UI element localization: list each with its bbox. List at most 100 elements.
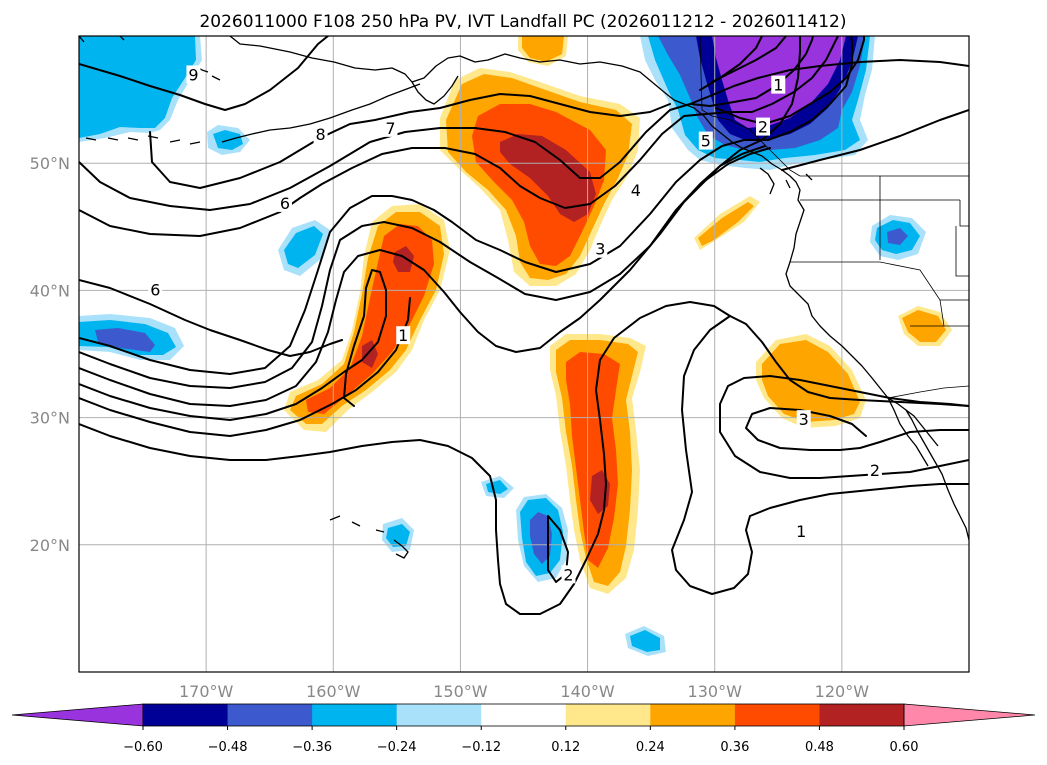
contour-labels: 9 8 7 6 6 5 4 3 2 1 1 3 2 1 2 bbox=[148, 65, 882, 584]
colorbar-segment bbox=[396, 704, 482, 726]
contour-gulf-alaska-9 bbox=[781, 109, 969, 171]
colorbar-segment bbox=[734, 704, 820, 726]
contour-label: 6 bbox=[150, 280, 160, 299]
pv-contours bbox=[79, 36, 969, 615]
contour-label-background bbox=[561, 565, 576, 584]
contour-gulf-alaska-1 bbox=[689, 59, 969, 105]
colorbar-tick-label: −0.12 bbox=[461, 740, 501, 755]
axis-tick-labels: 170°W 160°W 150°W 140°W 130°W 120°W 20°N 30°N 40… bbox=[30, 154, 870, 701]
negative-pv-mid-pacific-core bbox=[284, 226, 323, 268]
colorbar-tick-label: −0.60 bbox=[123, 740, 163, 755]
contour-label: 3 bbox=[799, 410, 809, 429]
lon-tick-label: 140°W bbox=[560, 682, 615, 701]
contour-1-east-loop bbox=[671, 315, 969, 595]
contour-1-south bbox=[79, 301, 731, 615]
contour-gulf-alaska-6 bbox=[705, 36, 801, 181]
contour-label-background bbox=[698, 131, 713, 150]
colorbar-segment bbox=[312, 704, 398, 726]
lon-tick-label: 170°W bbox=[179, 682, 234, 701]
coastlines bbox=[79, 36, 969, 559]
positive-pv-subtropical-140w-mid bbox=[566, 352, 620, 568]
negative-pv-subtropical-inner bbox=[530, 512, 552, 564]
political-borders bbox=[699, 36, 969, 399]
positive-pv-strip-132w-core bbox=[698, 202, 754, 246]
contour-gulf-alaska-8 bbox=[699, 36, 763, 91]
bering-coastline bbox=[79, 36, 221, 81]
colorbar-segment bbox=[227, 704, 313, 726]
hawaiian-islands bbox=[329, 515, 409, 559]
contour-1-subtropical-east bbox=[729, 315, 969, 407]
map-frame bbox=[78, 35, 970, 673]
contour-gulf-alaska-4 bbox=[715, 36, 865, 125]
figure-title: 2026011000 F108 250 hPa PV, IVT Landfall… bbox=[199, 12, 846, 32]
alaska-coastline bbox=[229, 36, 783, 171]
contour-label-background bbox=[277, 193, 292, 212]
contour-label: 6 bbox=[280, 194, 290, 213]
contour-1-west bbox=[79, 297, 411, 437]
lon-tick-label: 130°W bbox=[688, 682, 743, 701]
colorbar-segment bbox=[819, 704, 905, 726]
contour-label-background bbox=[796, 410, 811, 429]
contour-label-background bbox=[756, 117, 771, 136]
gridlines bbox=[79, 36, 969, 672]
contour-9 bbox=[79, 36, 329, 111]
lon-tick-label: 160°W bbox=[306, 682, 361, 701]
colorbar-tick-label: 0.36 bbox=[720, 740, 749, 755]
contour-label-background bbox=[148, 280, 163, 299]
positive-pv-ridge-trough-peak bbox=[500, 134, 596, 222]
colorbar: −0.60 −0.48 −0.36 −0.24 −0.12 0.12 0.24 0.36 0.4… bbox=[11, 703, 1036, 755]
contour-label-background bbox=[186, 65, 201, 84]
positive-pv-streak-155w-peak bbox=[393, 246, 414, 272]
contour-label: 4 bbox=[631, 181, 641, 200]
positive-pv-baja-core bbox=[762, 340, 860, 422]
colorbar-tick-label: −0.36 bbox=[292, 740, 332, 755]
contour-6-north bbox=[79, 113, 707, 237]
contour-7 bbox=[79, 103, 711, 211]
contour-label: 1 bbox=[398, 326, 408, 345]
contour-8 bbox=[149, 93, 671, 189]
contour-2-west bbox=[79, 269, 387, 421]
colorbar-tick-label: 0.12 bbox=[551, 740, 580, 755]
contour-4 bbox=[79, 145, 766, 389]
lat-tick-label: 20°N bbox=[30, 536, 70, 555]
positive-pv-north-sliver-core bbox=[522, 36, 564, 62]
colorbar-segment bbox=[650, 704, 736, 726]
negative-pv-bering-core bbox=[79, 36, 196, 138]
contour-label: 2 bbox=[758, 118, 768, 137]
contour-label-background bbox=[383, 118, 398, 137]
contour-label: 2 bbox=[870, 461, 880, 480]
lat-tick-label: 30°N bbox=[30, 409, 70, 428]
contour-label: 3 bbox=[595, 240, 605, 259]
state-borders-west bbox=[790, 176, 969, 327]
negative-pv-dateline-inner bbox=[95, 328, 155, 352]
negative-pv-small-2-core bbox=[630, 630, 660, 652]
contour-3-outer bbox=[79, 147, 771, 407]
lon-tick-label: 120°W bbox=[815, 682, 870, 701]
map-panel: 9 8 7 6 6 5 4 3 2 1 1 3 2 1 2 bbox=[78, 35, 970, 673]
colorbar-extend-high bbox=[903, 703, 1036, 727]
contour-2-south bbox=[547, 515, 569, 583]
contour-label: 8 bbox=[315, 125, 325, 144]
contour-5 bbox=[79, 139, 745, 375]
colorbar-tick-label: 0.60 bbox=[890, 740, 919, 755]
contour-label-background bbox=[771, 75, 786, 94]
colorbar-frame bbox=[142, 703, 905, 727]
contour-label-background bbox=[313, 125, 328, 144]
contour-3-east bbox=[745, 407, 969, 451]
kodiak-cook-inlet bbox=[411, 75, 459, 105]
contour-label: 1 bbox=[796, 522, 806, 541]
bc-islands bbox=[759, 167, 813, 195]
alaska-peninsula bbox=[221, 83, 421, 143]
us-mexico-border bbox=[887, 385, 969, 399]
colorbar-tick-label: −0.24 bbox=[377, 740, 417, 755]
baja-california bbox=[887, 397, 929, 467]
colorbar-tick-label: 0.24 bbox=[636, 740, 665, 755]
gulf-of-california bbox=[905, 409, 939, 447]
colorbar-tick-label: 0.48 bbox=[805, 740, 834, 755]
aleutian-islands bbox=[85, 135, 201, 145]
contour-label-background bbox=[628, 181, 643, 200]
contour-label: 1 bbox=[773, 76, 783, 95]
contour-6-south bbox=[79, 279, 343, 357]
colorbar-extend-low bbox=[11, 703, 144, 727]
